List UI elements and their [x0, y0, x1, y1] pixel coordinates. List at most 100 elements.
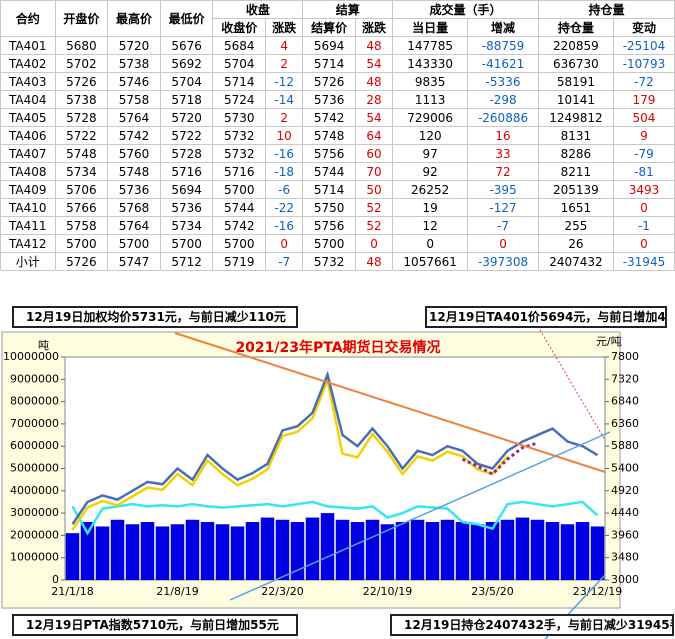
table-cell: TA409	[0, 180, 56, 199]
table-cell: 5742	[212, 216, 267, 235]
table-cell: 5726	[54, 72, 109, 91]
y2-tick-label: 3480	[611, 551, 639, 564]
table-cell: 5726	[54, 252, 109, 271]
table-row: TA409 5706 5736 5694 5700 -6 5714 50 26252 -395 20…	[0, 180, 675, 199]
bar	[170, 524, 185, 580]
bar	[155, 526, 170, 580]
series-line	[461, 441, 538, 476]
y2-tick-label: 4920	[611, 484, 639, 497]
note: 12月19日TA401价5694元，与前日增加48元	[425, 306, 667, 328]
table-cell: 10	[265, 126, 304, 145]
table-cell: 8211	[537, 162, 614, 181]
bar	[65, 533, 80, 580]
header-cell: 最低价	[159, 0, 214, 37]
table-cell: 5719	[212, 252, 267, 271]
x-tick-label: 22/3/20	[261, 585, 303, 598]
table-cell: 5714	[212, 72, 267, 91]
series-line	[71, 375, 509, 531]
table-cell: 52	[354, 198, 394, 217]
table-cell: 5702	[54, 54, 109, 73]
table-cell: 5748	[302, 126, 356, 145]
y-tick-label: 7000000	[10, 417, 59, 430]
y2-tick-label: 3000	[611, 573, 639, 586]
bar	[440, 519, 455, 580]
header-cell: 变动	[612, 18, 675, 37]
note: 12月19日PTA指数5710元，与前日增加55元	[12, 614, 298, 636]
bar	[350, 522, 365, 580]
table-cell: 5738	[54, 90, 109, 109]
table-row: TA412 5700 5700 5700 5700 0 5700 0 0 0 26 0	[0, 234, 675, 253]
table-cell: 10141	[537, 90, 614, 109]
table-cell: 5736	[159, 198, 214, 217]
y-unit: 吨	[38, 339, 49, 352]
bar	[410, 519, 425, 580]
y-tick-label: 5000000	[10, 462, 59, 475]
table-cell: 5732	[302, 252, 356, 271]
header-row: 收盘价 涨跌 结算价 涨跌 当日量 增减 持仓量 变动	[1, 18, 675, 37]
bar	[260, 517, 275, 580]
table-cell: 5760	[107, 144, 161, 163]
bar	[140, 522, 155, 580]
table-cell: 5758	[107, 90, 161, 109]
bar	[305, 517, 320, 580]
table-cell: -31945	[612, 252, 675, 271]
table-cell: 5730	[212, 108, 267, 127]
y2-tick-label: 7320	[611, 372, 639, 385]
table-cell: TA407	[0, 144, 56, 163]
table-cell: -395	[467, 180, 539, 199]
table-cell: 1249812	[537, 108, 614, 127]
bar	[575, 522, 590, 580]
trend-line	[229, 431, 611, 601]
table-cell: 5732	[212, 144, 267, 163]
y2-tick-label: 5880	[611, 439, 639, 452]
table-cell: -16	[265, 144, 304, 163]
table-cell: 5766	[54, 198, 109, 217]
table-cell: 1057661	[392, 252, 469, 271]
bar	[230, 526, 245, 580]
header-cell: 当日量	[392, 18, 469, 37]
table-cell: -16	[265, 216, 304, 235]
y-tick-label: 6000000	[10, 439, 59, 452]
table-cell: 5716	[212, 162, 267, 181]
bar	[425, 522, 440, 580]
bar	[290, 522, 305, 580]
table-cell: TA408	[0, 162, 56, 181]
table-cell: 5700	[107, 234, 161, 253]
bar	[245, 522, 260, 580]
table-cell: -79	[612, 144, 675, 163]
table-row: TA403 5726 5746 5704 5714 -12 5726 48 9835 -5336 5…	[0, 72, 675, 91]
y-tick-label: 10000000	[3, 350, 59, 363]
bar	[320, 513, 335, 580]
table-cell: 5720	[107, 36, 161, 55]
table-cell: 5736	[302, 90, 356, 109]
table-cell: 2407432	[537, 252, 614, 271]
table-cell: TA401	[0, 36, 56, 55]
table-cell: 147785	[392, 36, 469, 55]
table-cell: TA412	[0, 234, 56, 253]
bar	[215, 524, 230, 580]
x-tick-label: 23/12/19	[573, 585, 622, 598]
y-tick-label: 0	[52, 573, 59, 586]
table-cell: -18	[265, 162, 304, 181]
y2-tick-label: 6360	[611, 417, 639, 430]
table-cell: 5726	[302, 72, 356, 91]
header-cell: 结算价	[302, 18, 356, 37]
bar	[365, 519, 380, 580]
table-row: TA408 5734 5748 5716 5716 -18 5744 70 92 72 8211 -8…	[0, 162, 675, 181]
y2-tick-label: 7800	[611, 350, 639, 363]
table-cell: 5744	[302, 162, 356, 181]
note: 12月19日加权均价5731元，与前日减少110元	[12, 306, 298, 328]
table-cell: 504	[612, 108, 675, 127]
table-cell: 5722	[159, 126, 214, 145]
bar	[80, 522, 95, 580]
bar	[515, 517, 530, 580]
quote-table: 合约 开盘价 最高价 最低价 收盘 结算 成交量（手） 持仓量 收盘价 涨跌 结算价 涨跌 当日量 增减持…	[0, 0, 675, 271]
table-row: TA404 5738 5758 5718 5724 -14 5736 28 1113 -298 10…	[0, 90, 675, 109]
table-cell: 97	[392, 144, 469, 163]
y2-tick-label: 5400	[611, 462, 639, 475]
table-cell: 28	[354, 90, 394, 109]
bar	[470, 524, 485, 580]
table-row: 小计 5726 5747 5712 5719 -7 5732 48 1057661 -397308…	[0, 252, 675, 271]
table-cell: 5700	[302, 234, 356, 253]
